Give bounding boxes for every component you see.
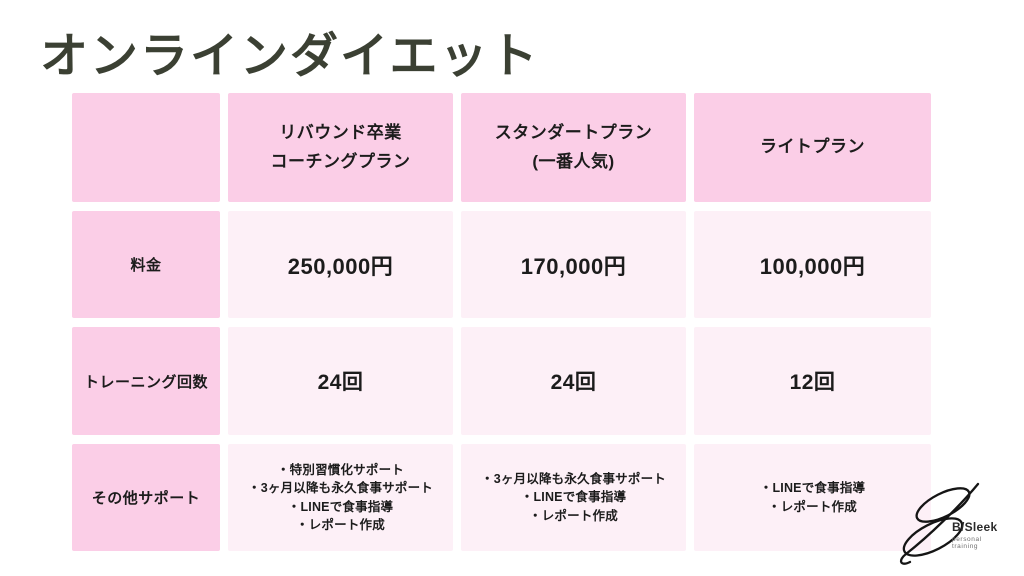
row-label-training-count: トレーニング回数 [72,327,220,435]
price-cell-standard: 170,000円 [461,211,686,318]
support-item: ・3ヶ月以降も永久食事サポート [481,472,666,487]
plan-name-line: ライトプラン [760,137,865,157]
row-label-price: 料金 [72,211,220,318]
count-cell-light: 12回 [694,327,931,435]
brand-name: B/Sleek [952,520,998,534]
bsleek-logo: B/Sleek personal training [890,478,1010,570]
plan-header-rebound-coaching: リバウンド卒業 コーチングプラン [228,93,453,202]
plan-name-line: (一番人気) [532,151,615,171]
support-item: ・レポート作成 [529,508,618,523]
empty-header-cell [72,93,220,202]
page-title: オンラインダイエット [40,30,540,83]
count-cell-standard: 24回 [461,327,686,435]
count-cell-rebound: 24回 [228,327,453,435]
support-item: ・LINEで食事指導 [287,499,394,514]
support-item: ・3ヶ月以降も永久食事サポート [248,481,433,496]
support-cell-light: ・LINEで食事指導 ・レポート作成 [694,444,931,551]
plan-header-light: ライトプラン [694,93,931,202]
support-cell-rebound: ・特別習慣化サポート ・3ヶ月以降も永久食事サポート ・LINEで食事指導 ・レ… [228,444,453,551]
support-item: ・LINEで食事指導 [520,490,627,505]
row-label-other-support: その他サポート [72,444,220,551]
price-cell-light: 100,000円 [694,211,931,318]
price-cell-rebound: 250,000円 [228,211,453,318]
support-item: ・レポート作成 [296,517,385,532]
script-b-logo-icon [899,482,980,565]
logo-text: B/Sleek personal training [952,520,1010,550]
support-cell-standard: ・3ヶ月以降も永久食事サポート ・LINEで食事指導 ・レポート作成 [461,444,686,551]
support-item: ・特別習慣化サポート [276,463,404,478]
support-item: ・レポート作成 [768,499,857,514]
plan-name-line: スタンダートプラン [494,123,653,143]
brand-tagline: personal training [952,536,982,550]
support-item: ・LINEで食事指導 [759,481,866,496]
plan-header-standard: スタンダートプラン (一番人気) [461,93,686,202]
plan-name-line: コーチングプラン [270,151,411,171]
pricing-table: リバウンド卒業 コーチングプラン スタンダートプラン (一番人気) ライトプラン… [72,93,931,551]
plan-name-line: リバウンド卒業 [279,123,402,143]
